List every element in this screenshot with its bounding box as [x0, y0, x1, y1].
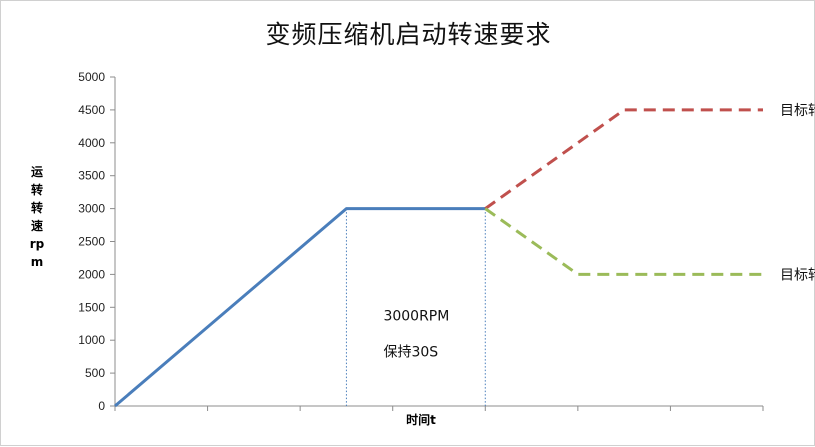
y-tick-label: 2000: [78, 267, 105, 281]
y-tick-label: 3500: [78, 169, 105, 183]
series-line-2: [484, 207, 763, 276]
y-tick-label: 500: [85, 366, 105, 380]
y-tick-label: 1500: [78, 300, 105, 314]
y-tick-label: 4500: [78, 103, 105, 117]
y-tick-label: 2500: [78, 235, 105, 249]
chart-title: 变频压缩机启动转速要求: [265, 20, 552, 49]
y-tick-label: 4000: [78, 136, 105, 150]
y-tick-label: 0: [98, 399, 105, 413]
series-line-1: [484, 108, 763, 210]
series-label-2: 目标转速: [780, 267, 815, 283]
annotation-1: 保持30S: [383, 345, 438, 361]
y-tick-label: 5000: [78, 70, 105, 84]
series-label-1: 目标转速: [780, 103, 815, 119]
y-axis-label: 运转转速rpm: [29, 165, 45, 269]
y-tick-label: 1000: [78, 333, 105, 347]
x-axis-label: 时间t: [406, 413, 436, 427]
annotation-0: 3000RPM: [383, 308, 449, 324]
series-line-0: [114, 207, 486, 408]
y-tick-label: 3000: [78, 202, 105, 216]
